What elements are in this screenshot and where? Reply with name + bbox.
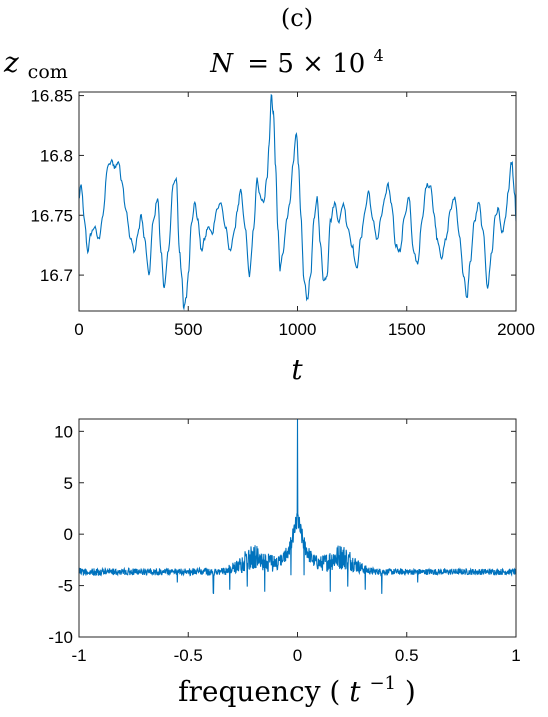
title-exponent: 4	[374, 46, 384, 65]
top-chart-ytick-labels: 16.7 16.75 16.8 16.85	[30, 87, 73, 286]
bottom-chart-ytick-labels: -10 -5 0 5 10	[48, 422, 73, 647]
top-xtick-label: 2000	[497, 320, 535, 339]
ylabel-sub: com	[28, 61, 68, 83]
xlabel-exponent: −1	[369, 673, 396, 694]
bottom-xtick-label: -0.5	[174, 646, 203, 665]
top-ytick-label: 16.7	[40, 266, 73, 285]
bottom-xtick-label: 0	[293, 646, 302, 665]
bottom-ytick-label: 10	[54, 422, 73, 441]
top-ylabel: z com	[3, 46, 68, 83]
title-equation: = 5 × 10	[247, 49, 365, 79]
panel-label: (c)	[281, 4, 313, 32]
top-chart-axes-frame	[78, 91, 517, 312]
xlabel-word: frequency (	[178, 675, 340, 708]
bottom-xtick-label: -1	[71, 646, 86, 665]
bottom-ytick-label: -10	[48, 628, 73, 647]
bottom-chart-xtick-labels: -1 -0.5 0 0.5 1	[71, 646, 520, 665]
top-xlabel: t	[291, 353, 303, 386]
top-ytick-label: 16.75	[30, 206, 73, 225]
title-n: N	[209, 49, 234, 79]
bottom-xtick-label: 0.5	[395, 646, 419, 665]
bottom-chart: -1 -0.5 0 0.5 1 -10 -5 0 5 10	[48, 418, 521, 665]
bottom-chart-series-line	[78, 418, 517, 594]
bottom-ytick-label: -5	[58, 577, 73, 596]
top-xtick-label: 0	[74, 320, 83, 339]
top-chart-series-line	[78, 93, 517, 311]
top-chart-xtick-labels: 0 500 1000 1500 2000	[74, 320, 535, 339]
xlabel-close: )	[405, 675, 416, 708]
top-chart-ticks	[78, 92, 517, 311]
top-chart: 0 500 1000 1500 2000 16.7 16.75 16.8 16.85	[30, 87, 534, 339]
xlabel-t: t	[349, 675, 361, 708]
bottom-ytick-label: 0	[64, 525, 73, 544]
top-chart-title: N = 5 × 10 4	[209, 46, 383, 79]
top-xtick-label: 500	[174, 320, 202, 339]
bottom-ytick-label: 5	[64, 474, 73, 493]
top-ytick-label: 16.85	[30, 87, 73, 106]
top-ytick-label: 16.8	[40, 146, 73, 165]
bottom-xlabel: frequency ( t −1 )	[178, 663, 416, 708]
ylabel-z: z	[3, 46, 19, 79]
bottom-chart-axes-frame	[78, 418, 517, 638]
bottom-xtick-label: 1	[511, 646, 520, 665]
top-xtick-label: 1500	[388, 320, 426, 339]
top-xtick-label: 1000	[279, 320, 317, 339]
